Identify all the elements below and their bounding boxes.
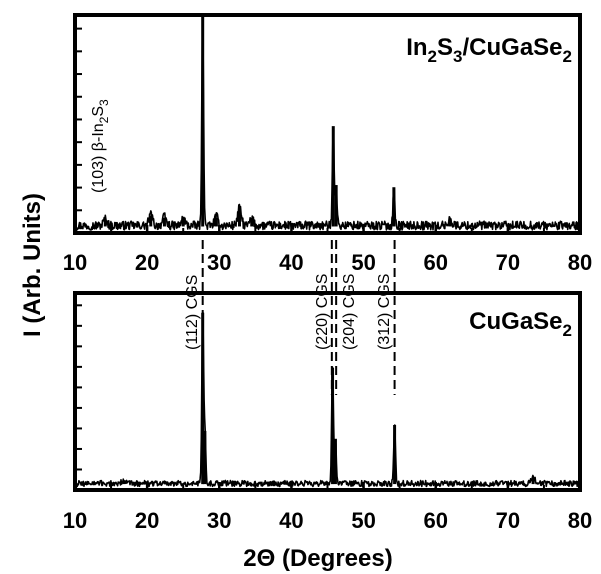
top-x-tick-label: 50: [351, 250, 375, 275]
bottom-x-tick-label: 80: [568, 508, 592, 533]
top-panel: 10 20 30 40 50 60 70 80 In2S3/CuGaSe2 (103) β-In2…: [63, 13, 592, 275]
bottom-x-tick-label: 20: [135, 508, 159, 533]
dashed-guide-lines: [201, 240, 396, 395]
top-x-tick-label: 80: [568, 250, 592, 275]
top-x-tick-label: 30: [207, 250, 231, 275]
x-axis-label: 2Θ (Degrees): [243, 545, 392, 572]
top-peak-label: (103) β-In2S3: [90, 99, 111, 193]
bottom-panel: 10 20 30 40 50 60 70 80 CuGaSe2 (112) CGS (220) CG…: [63, 274, 592, 533]
top-x-tick-label: 70: [496, 250, 520, 275]
top-panel-title: In2S3/CuGaSe2: [406, 34, 572, 66]
bottom-x-tick-label: 60: [423, 508, 447, 533]
bottom-peak-label: (220) CGS: [314, 274, 331, 350]
bottom-peak-label: (204) CGS: [341, 274, 358, 350]
top-xrd-trace: [74, 25, 581, 231]
top-x-tick-label: 10: [63, 250, 87, 275]
top-x-tick-label: 20: [135, 250, 159, 275]
top-x-tick-label: 60: [423, 250, 447, 275]
bottom-xrd-trace: [74, 311, 581, 488]
bottom-x-tick-label: 70: [496, 508, 520, 533]
bottom-peak-label: (112) CGS: [184, 275, 201, 350]
bottom-x-tick-label: 30: [207, 508, 231, 533]
bottom-x-tick-label: 10: [63, 508, 87, 533]
y-axis-label: I (Arb. Units): [19, 193, 46, 337]
bottom-x-tick-label: 50: [351, 508, 375, 533]
bottom-x-tick-label: 40: [279, 508, 303, 533]
bottom-peak-label: (312) CGS: [376, 274, 393, 350]
bottom-panel-title: CuGaSe2: [469, 308, 572, 340]
top-x-tick-label: 40: [279, 250, 303, 275]
